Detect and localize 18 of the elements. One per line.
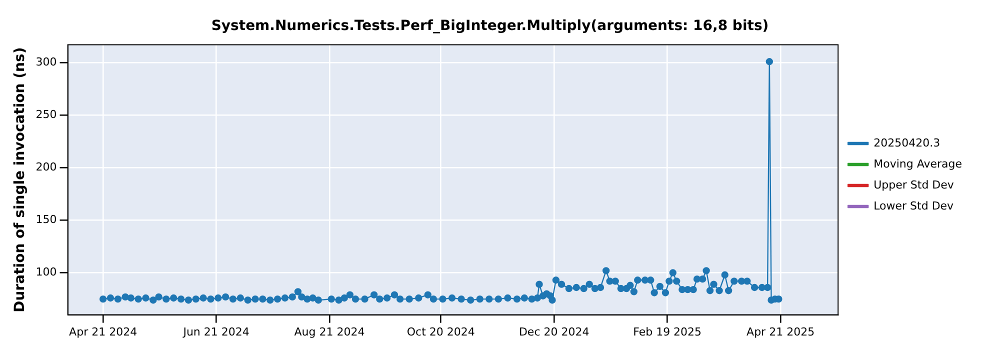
y-tick-label: 250 (36, 108, 57, 122)
y-tick-label: 100 (36, 266, 57, 279)
legend-label: 20250420.3 (874, 136, 940, 150)
chart-title: System.Numerics.Tests.Perf_BigInteger.Multiply(arguments: 16,8 bits) (211, 18, 769, 34)
y-tick-label: 300 (36, 56, 57, 69)
y-tick-label: 150 (36, 213, 57, 226)
x-tick-label: Oct 20 2024 (406, 325, 475, 338)
x-tick-label: Apr 21 2025 (746, 325, 815, 338)
legend-label: Upper Std Dev (874, 178, 954, 192)
x-tick-label: Jun 21 2024 (182, 325, 250, 338)
x-tick-label: Aug 21 2024 (294, 325, 365, 338)
legend-label: Lower Std Dev (874, 199, 954, 212)
x-tick-label: Apr 21 2024 (69, 325, 138, 338)
x-tick-label: Dec 20 2024 (518, 325, 590, 338)
y-tick-label: 200 (36, 160, 57, 174)
x-tick-label: Feb 19 2025 (633, 325, 702, 338)
y-axis-title: Duration of single invocation (ns) (12, 47, 28, 312)
legend-label: Moving Average (874, 157, 962, 170)
